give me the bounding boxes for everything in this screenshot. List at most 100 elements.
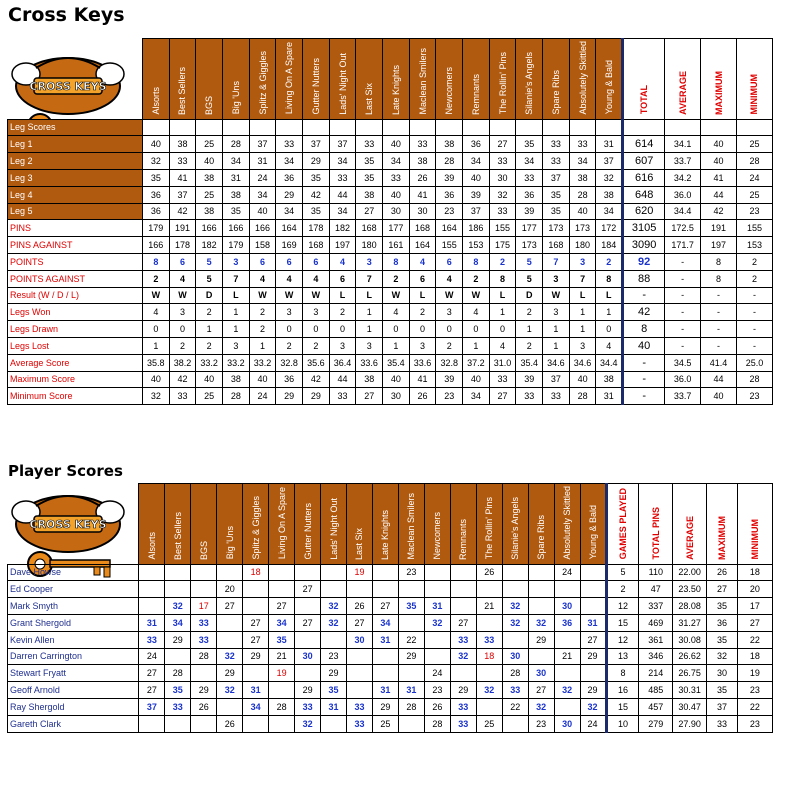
leg-label: Leg 1 bbox=[7, 135, 143, 154]
player-score-cell: 28 bbox=[501, 664, 529, 683]
empty-cell bbox=[735, 118, 774, 137]
leg-summary-cell: 24 bbox=[735, 168, 774, 187]
leg-summary-cell: 34.1 bbox=[664, 135, 702, 154]
player-score-cell: 22 bbox=[397, 630, 425, 649]
leg-score-cell: 33 bbox=[515, 168, 544, 187]
leg-score-cell: 31 bbox=[222, 168, 250, 187]
leg-score-cell: 36 bbox=[435, 185, 464, 204]
player-summary-cell: 36 bbox=[706, 613, 738, 632]
stat-cell: 38 bbox=[355, 370, 384, 389]
player-score-cell: 30 bbox=[553, 597, 581, 615]
stat-summary-cell: - bbox=[700, 320, 737, 338]
player-score-cell: 33 bbox=[164, 697, 192, 716]
stat-cell: 2 bbox=[515, 336, 544, 355]
player-scores-table: Alsorts Best Sellers BGS Big 'Uns Splitz & G… bbox=[6, 483, 774, 733]
stat-cell: 1 bbox=[488, 303, 517, 322]
empty-cell bbox=[328, 118, 357, 137]
player-score-cell bbox=[320, 563, 347, 582]
summary-header-label: AVERAGE bbox=[677, 70, 688, 115]
stat-cell: D bbox=[195, 286, 223, 305]
stat-cell: 168 bbox=[302, 236, 330, 254]
player-score-cell: 24 bbox=[579, 714, 607, 733]
player-score-cell: 32 bbox=[216, 647, 244, 666]
leg-score-cell: 35 bbox=[302, 202, 330, 221]
leg-score-cell: 35 bbox=[141, 168, 170, 187]
stat-summary-cell: 41.4 bbox=[700, 353, 737, 372]
team-header-label: Spare Ribs bbox=[550, 70, 561, 115]
stat-cell: 0 bbox=[382, 320, 410, 338]
player-score-cell bbox=[553, 697, 581, 716]
leg-score-cell: 36 bbox=[462, 135, 490, 154]
team-header: Spare Ribs bbox=[542, 38, 570, 120]
stat-cell: 2 bbox=[435, 336, 464, 355]
team-header-label: Young & Bald bbox=[587, 505, 598, 560]
stat-summary-cell: - bbox=[664, 269, 702, 288]
player-score-cell bbox=[164, 580, 192, 599]
logo-cell bbox=[8, 484, 139, 565]
stat-cell: 0 bbox=[435, 320, 464, 338]
team-header: Big 'Uns bbox=[222, 38, 250, 120]
stat-cell: 3 bbox=[355, 252, 384, 271]
stat-cell: 33 bbox=[488, 370, 517, 389]
stat-cell: 2 bbox=[141, 269, 170, 288]
player-summary-cell: 10 bbox=[604, 714, 640, 733]
leg-score-cell: 37 bbox=[302, 135, 330, 154]
player-summary-cell: 15 bbox=[604, 697, 640, 716]
stat-cell: 3 bbox=[542, 269, 570, 288]
stat-summary-cell: - bbox=[700, 303, 737, 322]
player-score-cell: 33 bbox=[190, 613, 218, 632]
stat-cell: 5 bbox=[195, 252, 223, 271]
player-summary-cell: 18 bbox=[736, 647, 774, 666]
team-header: Silanie's Angels bbox=[515, 38, 544, 120]
player-score-cell: 31 bbox=[320, 697, 347, 716]
leg-score-cell: 37 bbox=[168, 185, 197, 204]
player-score-cell: 27 bbox=[371, 597, 399, 615]
leg-score-cell: 33 bbox=[488, 202, 517, 221]
leg-score-cell: 34 bbox=[462, 152, 490, 170]
team-header-label: Best Sellers bbox=[177, 66, 188, 115]
stat-summary-cell: 44 bbox=[700, 370, 737, 389]
player-summary-cell: 15 bbox=[604, 613, 640, 632]
player-name: Kevin Allen bbox=[6, 630, 140, 649]
player-summary-cell: 279 bbox=[638, 714, 674, 733]
player-score-cell bbox=[346, 681, 373, 699]
stat-label: Legs Won bbox=[7, 303, 143, 322]
player-score-cell: 32 bbox=[527, 613, 555, 632]
stat-cell: 2 bbox=[595, 252, 624, 271]
team-header: Remnants bbox=[462, 38, 490, 120]
player-summary-cell: 485 bbox=[638, 681, 674, 699]
player-summary-cell: 214 bbox=[638, 664, 674, 683]
stat-cell: 32.8 bbox=[435, 353, 464, 372]
stat-cell: W bbox=[435, 286, 464, 305]
player-score-cell: 34 bbox=[242, 697, 270, 716]
stat-cell: 3 bbox=[568, 336, 597, 355]
player-score-cell: 33 bbox=[449, 697, 477, 716]
leg-summary-cell: 33.7 bbox=[664, 152, 702, 170]
player-score-cell bbox=[449, 597, 477, 615]
stat-summary-cell: 3105 bbox=[621, 219, 666, 238]
team-header: Best Sellers bbox=[164, 483, 192, 565]
stat-summary-cell: 155 bbox=[735, 219, 774, 238]
stat-cell: 32.8 bbox=[275, 353, 304, 372]
leg-score-cell: 33 bbox=[408, 135, 437, 154]
player-score-cell: 23 bbox=[423, 681, 451, 699]
stat-cell: 180 bbox=[355, 236, 384, 254]
leg-summary-cell: 34.4 bbox=[664, 202, 702, 221]
team-header: Spare Ribs bbox=[527, 483, 555, 565]
player-score-cell: 31 bbox=[138, 613, 166, 632]
team-header: Late Knights bbox=[371, 483, 399, 565]
empty-cell bbox=[302, 118, 330, 137]
stat-cell: W bbox=[141, 286, 170, 305]
team-header-label: Lads' Night Out bbox=[337, 52, 348, 115]
player-summary-header-label: GAMES PLAYED bbox=[617, 488, 628, 560]
player-score-cell bbox=[268, 563, 296, 582]
player-score-cell bbox=[268, 714, 296, 733]
stat-cell: 35.4 bbox=[382, 353, 410, 372]
stat-cell: 168 bbox=[542, 236, 570, 254]
stat-summary-cell: 42 bbox=[621, 303, 666, 322]
stat-cell: 169 bbox=[275, 236, 304, 254]
player-score-cell: 27 bbox=[242, 613, 270, 632]
leg-summary-cell: 28 bbox=[735, 152, 774, 170]
team-header-label: Newcomers bbox=[444, 67, 455, 115]
stat-cell: 40 bbox=[248, 370, 277, 389]
